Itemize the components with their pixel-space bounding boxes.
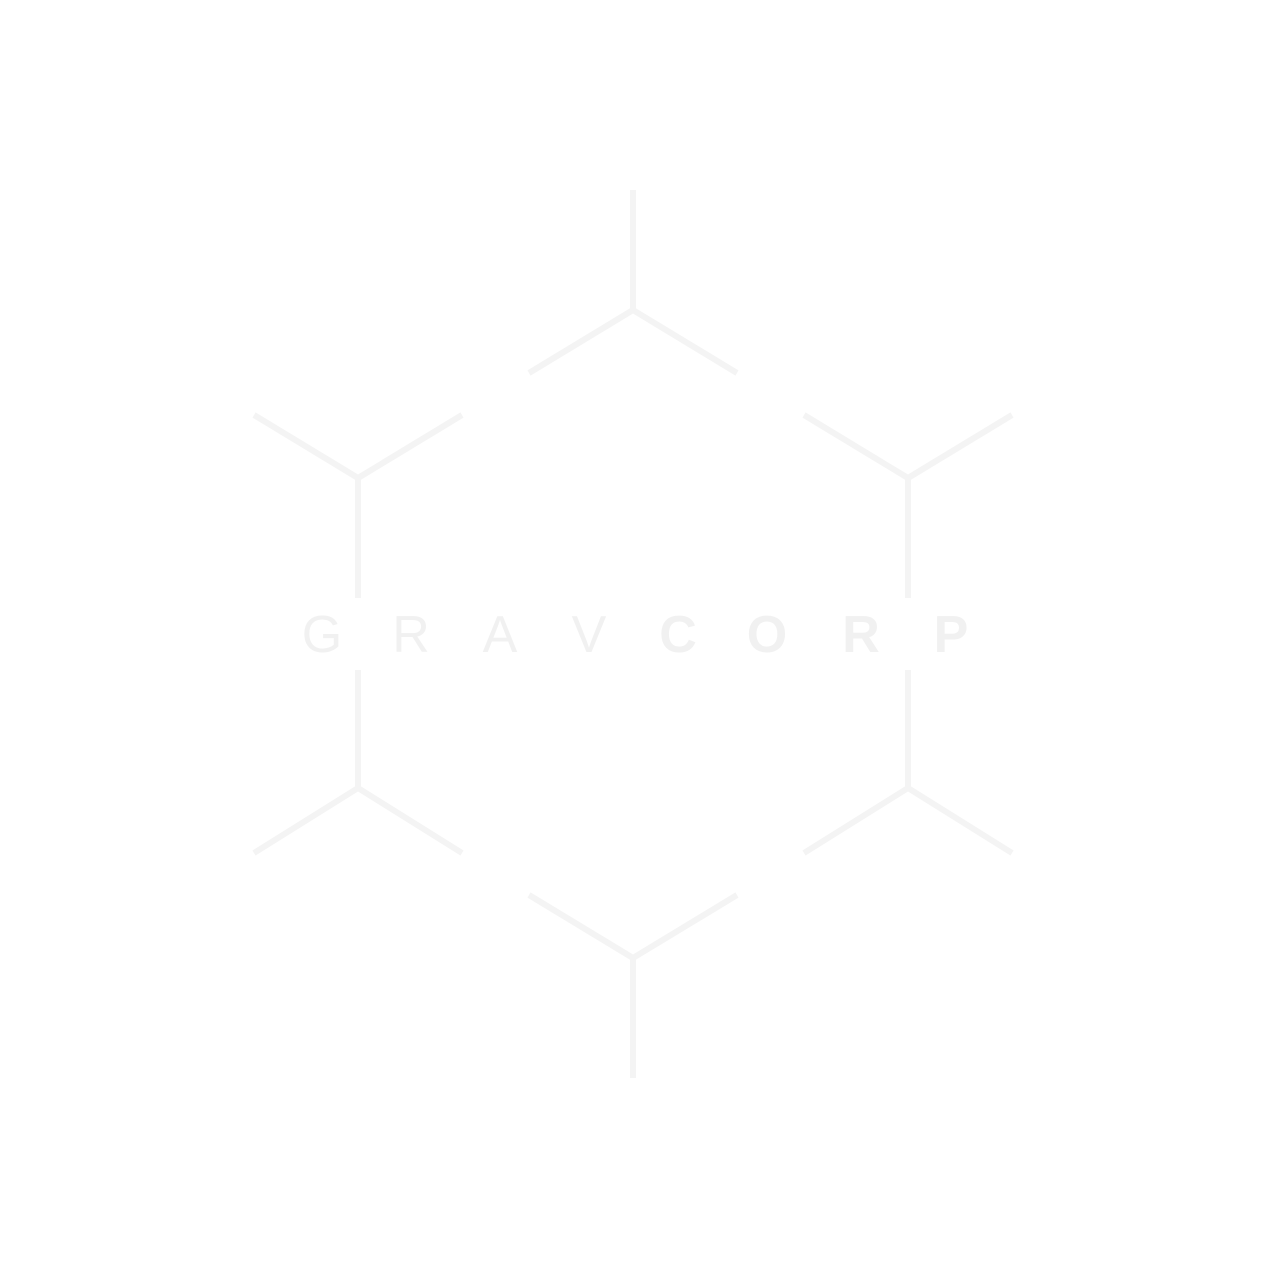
- hexagon-stroke-12: [356, 785, 464, 856]
- hexagon-stroke-17: [631, 892, 739, 961]
- hexagon-stroke-4: [252, 412, 360, 481]
- hexagon-stroke-16: [527, 892, 635, 961]
- hexagon-stroke-8: [906, 412, 1014, 481]
- hexagon-stroke-5: [356, 412, 464, 481]
- wordmark-letter-grav-2: R: [392, 606, 430, 664]
- hexagon-stroke-14: [802, 785, 910, 856]
- wordmark-letter-grav-1: G: [302, 606, 342, 664]
- wordmark-letter-corp-1: C: [659, 606, 697, 664]
- hexagon-stroke-7: [802, 412, 910, 481]
- hexagon-stroke-11: [252, 785, 360, 856]
- hexagon-stroke-2: [527, 307, 635, 376]
- wordmark-letter-grav-4: V: [572, 606, 607, 664]
- hexagon-stroke-15: [906, 785, 1014, 856]
- wordmark-letter-corp-4: P: [934, 606, 969, 664]
- wordmark-letter-corp-3: R: [842, 606, 880, 664]
- wordmark-letter-corp-2: O: [747, 606, 787, 664]
- wordmark-letter-grav-3: A: [483, 606, 518, 664]
- hexagon-mark: [252, 190, 1014, 1078]
- hexagon-stroke-3: [631, 307, 739, 376]
